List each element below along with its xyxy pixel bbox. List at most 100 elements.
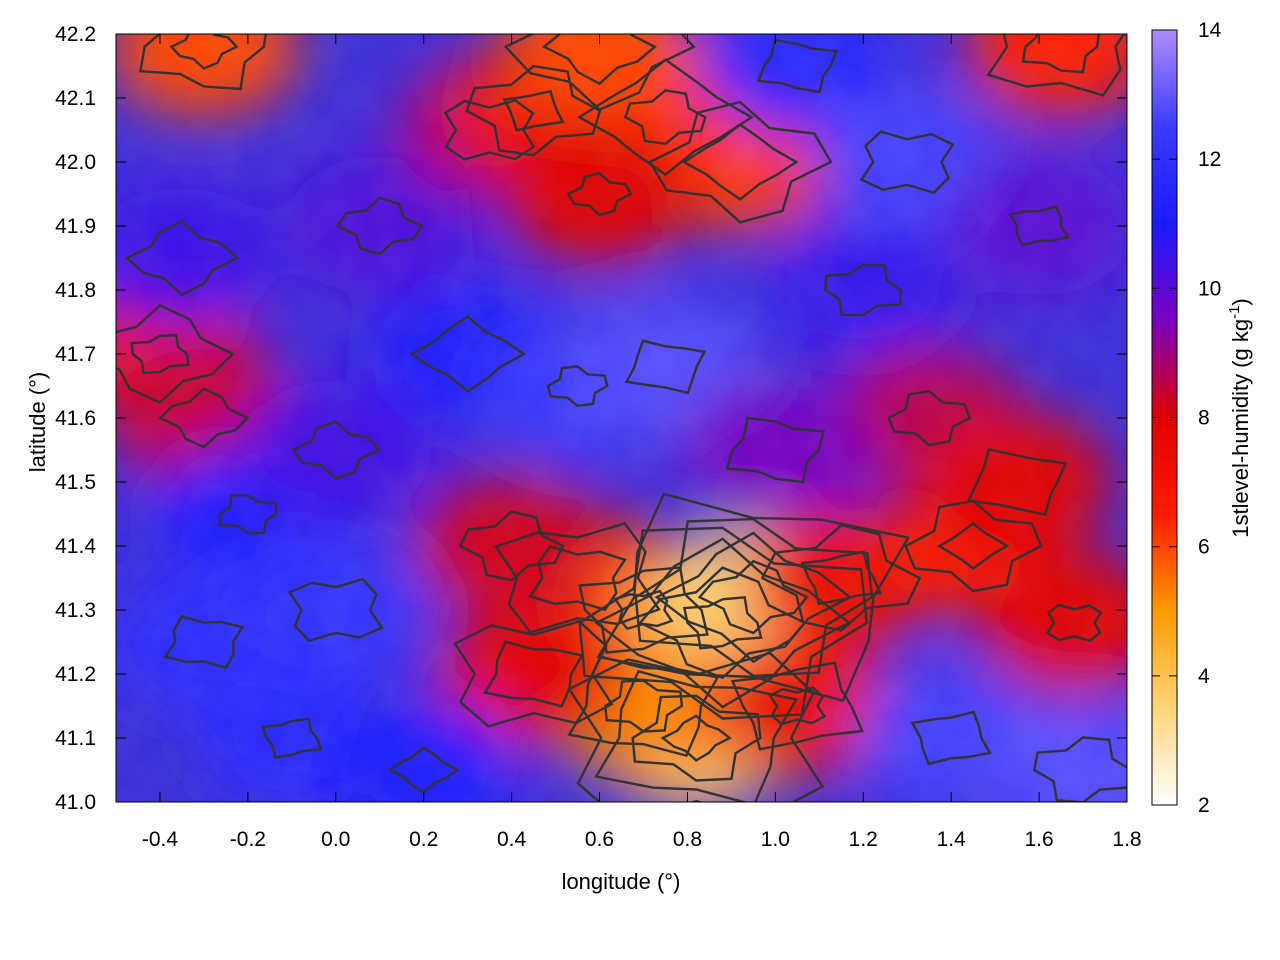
contour-line	[596, 492, 911, 703]
contour-line	[124, 219, 240, 297]
contour-line	[116, 303, 235, 404]
plot-area	[116, 34, 1127, 802]
y-tick-label: 41.0	[55, 791, 96, 814]
contour-line	[824, 263, 902, 317]
x-tick-label: -0.2	[230, 828, 266, 851]
contour-line	[682, 596, 763, 650]
y-tick-label: 41.6	[55, 407, 96, 430]
contour-line	[567, 651, 825, 802]
contour-line	[409, 315, 527, 393]
x-tick-label: -0.4	[142, 828, 179, 851]
contour-line	[624, 339, 707, 395]
colorbar-title-end: )	[1228, 298, 1253, 305]
colorbar-title-exponent: -1	[1226, 306, 1243, 319]
contour-line	[387, 746, 460, 794]
y-tick-label: 42.2	[55, 23, 96, 46]
contour-line	[966, 448, 1068, 516]
contour-lines	[116, 34, 1127, 802]
contour-line	[335, 196, 424, 256]
colorbar-ticks: 2 4 6 8 10 12 14	[1152, 19, 1222, 817]
contour-line	[887, 389, 972, 447]
contour-line	[638, 566, 807, 680]
y-tick-label: 42.0	[55, 151, 96, 174]
contour-line	[567, 655, 720, 758]
contour-line	[631, 694, 762, 782]
contour-line	[1021, 34, 1101, 74]
contour-line	[465, 64, 602, 157]
colorbar: 2 4 6 8 10 12 14 1stlevel-humidity (g kg-1)	[1151, 19, 1253, 817]
contour-line	[937, 521, 1010, 571]
x-axis: -0.4 -0.2 0.0 0.2 0.4 0.6 0.8 1.0 1.2 1.4 1.6 1.8	[142, 34, 1142, 851]
contour-line	[654, 531, 853, 664]
contour-line	[697, 559, 809, 635]
contour-line	[756, 38, 838, 94]
colorbar-tick-label: 12	[1198, 148, 1221, 171]
contour-line	[1008, 205, 1070, 247]
texture-overlay	[116, 34, 1127, 802]
y-axis: 41.0 41.1 41.2 41.3 41.4 41.5 41.6 41.7 41.8 41.9…	[55, 23, 1127, 814]
contour-line	[566, 171, 633, 217]
y-tick-label: 41.7	[55, 343, 96, 366]
x-tick-label: 0.2	[409, 828, 438, 851]
contour-line	[169, 34, 239, 70]
contour-line	[986, 34, 1126, 97]
x-tick-label: 1.2	[849, 828, 878, 851]
y-axis-title: latitude (°)	[25, 372, 50, 473]
y-tick-label: 41.3	[55, 599, 96, 622]
x-axis-title: longitude (°)	[562, 869, 681, 894]
contour-line	[648, 100, 833, 224]
contour-line	[291, 420, 381, 480]
contour-line	[218, 493, 278, 534]
contour-line	[604, 679, 684, 733]
contour-line	[910, 710, 992, 766]
colorbar-tick-label: 6	[1198, 536, 1210, 559]
contour-line	[730, 661, 864, 751]
contour-line	[594, 669, 799, 802]
colorbar-tick-label: 10	[1198, 277, 1221, 300]
contour-line	[502, 89, 565, 132]
contour-line	[130, 333, 190, 375]
y-tick-label: 41.5	[55, 471, 96, 494]
contour-line	[800, 550, 882, 606]
y-tick-label: 41.8	[55, 279, 96, 302]
contour-line	[1032, 736, 1127, 802]
contour-line	[443, 99, 536, 161]
y-tick-label: 41.2	[55, 663, 96, 686]
contour-line	[541, 34, 657, 86]
contour-line	[1045, 603, 1103, 643]
colorbar-title-main: 1stlevel-humidity (g kg	[1228, 319, 1253, 538]
colorbar-title: 1stlevel-humidity (g kg-1)	[1226, 298, 1253, 538]
x-tick-label: 0.8	[673, 828, 702, 851]
x-tick-label: 1.6	[1024, 828, 1053, 851]
contour-line	[660, 714, 732, 762]
colorbar-tick-label: 8	[1198, 407, 1210, 430]
y-tick-label: 41.1	[55, 727, 96, 750]
contour-line	[768, 686, 827, 726]
y-tick-label: 42.1	[55, 87, 96, 110]
contour-line	[503, 34, 696, 112]
contour-line	[528, 545, 627, 612]
x-tick-label: 1.4	[937, 828, 967, 851]
contour-line	[163, 614, 245, 670]
colorbar-tick-label: 4	[1198, 665, 1210, 688]
contour-line	[483, 640, 584, 708]
contour-line	[453, 620, 614, 728]
contour-line	[859, 130, 955, 194]
x-tick-label: 0.4	[497, 828, 527, 851]
y-tick-label: 41.4	[55, 535, 96, 558]
contour-line	[623, 89, 707, 146]
contour-line	[760, 523, 922, 632]
contour-line	[139, 34, 267, 91]
contour-line	[576, 58, 754, 177]
y-tick-label: 41.9	[55, 215, 96, 238]
contour-line	[681, 122, 799, 201]
contour-line	[261, 717, 323, 759]
x-tick-label: 1.0	[761, 828, 790, 851]
contour-line	[287, 577, 384, 643]
contour-line	[725, 416, 826, 484]
colorbar-tick-label: 2	[1198, 794, 1210, 817]
contour-line	[634, 517, 874, 678]
x-tick-label: 1.8	[1112, 828, 1141, 851]
contour-line	[458, 510, 565, 582]
